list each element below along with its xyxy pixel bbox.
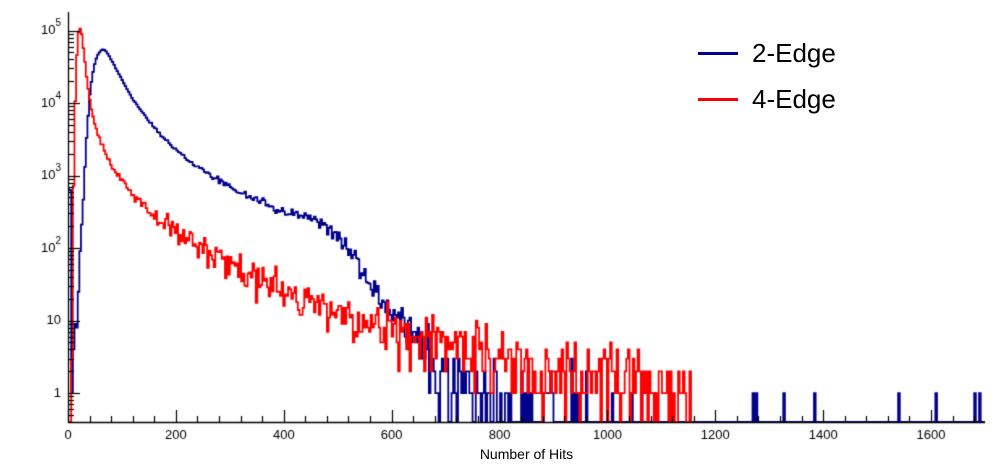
legend-label-4-edge: 4-Edge — [752, 84, 836, 114]
legend-line-2-edge-icon — [698, 51, 738, 55]
legend-item-2-edge: 2-Edge — [698, 34, 836, 72]
legend-item-4-edge: 4-Edge — [698, 80, 836, 118]
x-axis-title: Number of Hits — [479, 446, 574, 462]
legend-line-4-edge-icon — [698, 97, 738, 101]
legend: 2-Edge 4-Edge — [698, 34, 836, 118]
legend-label-2-edge: 2-Edge — [752, 38, 836, 68]
